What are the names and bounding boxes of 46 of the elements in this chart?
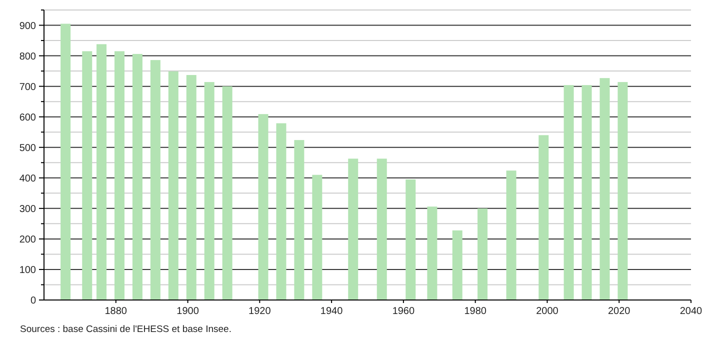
bar (582, 85, 592, 300)
bar (294, 140, 304, 300)
bar (96, 44, 107, 300)
y-tick-label: 800 (19, 51, 36, 62)
x-tick-label: 1880 (104, 306, 128, 317)
bar (564, 85, 574, 300)
x-tick-label: 1920 (248, 306, 272, 317)
bar (186, 75, 196, 300)
bar (348, 158, 358, 300)
source-note: Sources : base Cassini de l'EHESS et base Insee. (20, 324, 232, 335)
x-tick-label: 1900 (176, 306, 200, 317)
bar (506, 170, 516, 300)
bar (82, 51, 92, 300)
bar (168, 71, 178, 300)
bar (406, 179, 416, 300)
bar (60, 24, 71, 300)
bar (376, 158, 387, 300)
bar (312, 174, 322, 300)
y-tick-label: 700 (19, 82, 36, 93)
x-tick-label: 2000 (536, 306, 559, 317)
x-tick-label: 1960 (392, 306, 416, 317)
bar (132, 54, 142, 300)
y-tick-label: 600 (19, 112, 36, 124)
y-tick-label: 0 (30, 296, 36, 306)
y-tick-label: 500 (19, 142, 36, 154)
bar (258, 114, 268, 300)
x-tick-label: 1980 (464, 306, 487, 317)
bar (150, 60, 160, 300)
x-tick-label: 1940 (320, 306, 344, 317)
bar (276, 123, 286, 300)
bar (478, 208, 488, 300)
bar (452, 230, 462, 300)
bar (427, 206, 438, 300)
bar (114, 51, 124, 300)
x-tick-label: 2020 (608, 306, 631, 317)
bar (538, 135, 549, 300)
bar (600, 78, 610, 300)
y-tick-label: 100 (19, 264, 36, 276)
y-tick-label: 900 (19, 20, 36, 32)
y-tick-label: 300 (19, 204, 36, 215)
bar (204, 82, 214, 300)
y-tick-label: 400 (19, 173, 36, 184)
x-tick-label: 2040 (680, 306, 703, 317)
bar (222, 86, 232, 300)
y-tick-label: 200 (19, 234, 36, 246)
bar (618, 82, 628, 300)
